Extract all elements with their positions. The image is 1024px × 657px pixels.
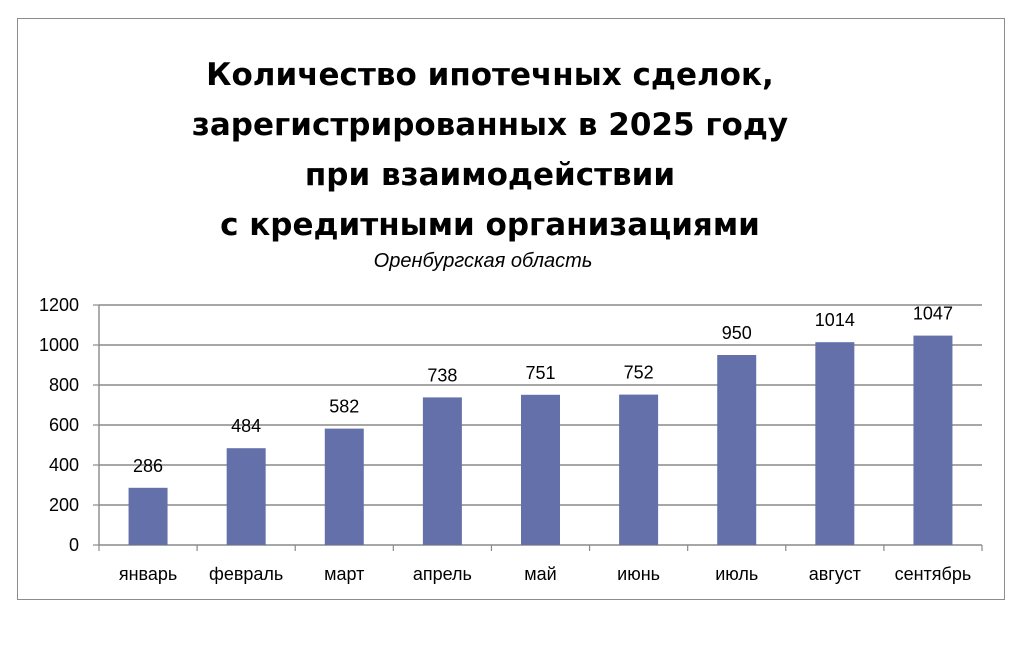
chart-title-line-4: с кредитными организациями [220,207,760,243]
chart-title-line-1: Количество ипотечных сделок, [206,57,774,93]
data-label: 738 [427,365,457,385]
chart-subtitle: Оренбургская область [373,250,593,272]
bar [815,342,855,545]
y-tick-label: 600 [49,415,79,435]
chart-title-line-3: при взаимодействии [304,157,676,193]
y-tick-label: 200 [49,495,79,515]
data-label: 752 [624,363,654,383]
x-tick-label: апрель [413,564,472,584]
x-tick-label: сентябрь [895,564,972,584]
data-label: 751 [525,363,555,383]
x-tick-label: январь [119,564,177,584]
data-label: 1014 [815,310,855,330]
y-tick-label: 800 [49,375,79,395]
y-tick-label: 0 [69,535,79,555]
data-label: 1047 [913,304,953,324]
x-tick-label: август [809,564,861,584]
bar [324,428,364,545]
x-tick-label: февраль [209,564,283,584]
bar [619,394,659,545]
x-tick-label: май [524,564,556,584]
bar [913,335,953,545]
bar [226,448,266,545]
chart-title-line-2: зарегистрированных в 2025 году [191,107,789,143]
bar [422,397,462,545]
y-tick-label: 1000 [39,335,79,355]
bar [717,355,757,545]
data-label: 286 [133,456,163,476]
x-tick-label: март [324,564,364,584]
x-tick-label: июнь [617,564,660,584]
data-label: 950 [722,323,752,343]
bar [128,487,168,545]
chart-title: Количество ипотечных сделок, зарегистрир… [0,50,980,250]
bar [521,394,560,545]
data-label: 582 [329,397,359,417]
x-tick-label: июль [715,564,758,584]
data-label: 484 [231,416,261,436]
y-tick-label: 1200 [39,295,79,315]
y-tick-label: 400 [49,455,79,475]
